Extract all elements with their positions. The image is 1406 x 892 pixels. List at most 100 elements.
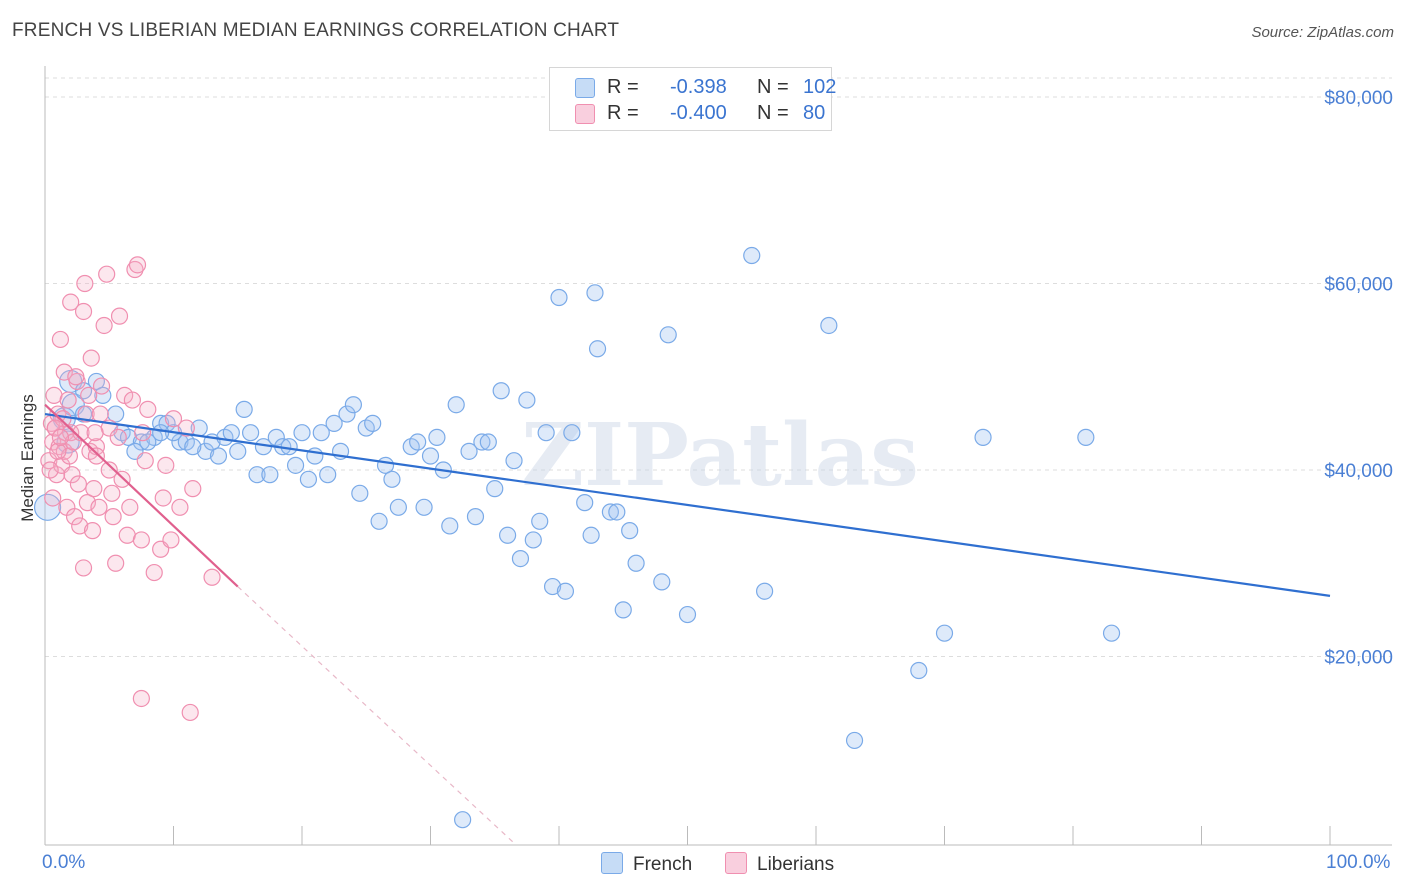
french-point	[653, 573, 671, 591]
liberians-point	[76, 274, 94, 293]
french-swatch	[575, 78, 595, 98]
liberians-point	[136, 452, 154, 470]
french-point	[1102, 624, 1121, 642]
chart-title: FRENCH VS LIBERIAN MEDIAN EARNINGS CORRE…	[12, 20, 620, 41]
liberians-trend-extension	[237, 586, 515, 844]
french-point	[518, 391, 536, 409]
x-tick-min: 0.0%	[42, 852, 86, 873]
french-point	[499, 526, 517, 544]
french-point	[486, 480, 504, 498]
liberians-point	[87, 447, 106, 465]
liberians-point	[103, 484, 121, 502]
bottom-legend-liberians-label: Liberians	[757, 854, 835, 875]
french-point	[286, 456, 305, 474]
liberians-point	[49, 442, 67, 460]
liberians-point	[123, 391, 141, 409]
french-point	[344, 396, 362, 414]
liberians-point	[80, 386, 98, 404]
y-tick-label: $80,000	[1324, 88, 1393, 109]
french-point	[370, 512, 388, 530]
french-point	[325, 414, 343, 432]
french-point	[312, 424, 330, 442]
liberians-point	[51, 428, 70, 446]
liberians-point	[59, 391, 77, 409]
liberians-point	[132, 531, 150, 549]
liberians-point	[162, 531, 180, 549]
y-tick-label: $20,000	[1324, 648, 1393, 669]
french-point	[74, 382, 93, 400]
french-trend-line	[44, 412, 1331, 597]
liberians-point	[44, 489, 62, 507]
legend-r-label: R =	[607, 76, 639, 98]
liberians-point	[51, 330, 70, 349]
liberians-point	[157, 456, 175, 474]
french-point	[415, 498, 433, 516]
french-point	[33, 493, 62, 521]
french-point	[537, 424, 555, 442]
french-point	[492, 382, 510, 400]
y-ticks: $20,000 $40,000 $60,000 $80,000	[1324, 88, 1393, 669]
liberians-point	[82, 349, 100, 367]
french-point	[383, 470, 401, 488]
liberians-point	[113, 470, 131, 488]
liberians-point	[184, 480, 202, 498]
liberians-point	[145, 563, 163, 582]
liberians-point	[74, 302, 93, 321]
french-point	[87, 372, 106, 391]
french-point	[755, 582, 774, 600]
y-tick-label: $60,000	[1324, 275, 1393, 296]
liberians-point	[164, 410, 183, 428]
liberians-point	[92, 377, 111, 395]
bottom-legend-liberians[interactable]: Liberians	[725, 852, 834, 876]
liberians-point	[100, 461, 118, 479]
french-point	[608, 503, 626, 521]
liberians-point	[65, 508, 84, 526]
french-point	[338, 405, 356, 423]
french-point	[621, 522, 639, 540]
french-series	[33, 246, 1121, 829]
french-point	[556, 582, 575, 600]
legend-r-label: R =	[607, 102, 639, 124]
french-point	[473, 433, 491, 451]
liberians-point	[77, 405, 95, 423]
french-point	[543, 577, 562, 596]
french-point	[222, 424, 240, 442]
french-point	[447, 396, 465, 414]
french-point	[261, 466, 279, 484]
liberians-swatch	[575, 104, 595, 124]
liberians-point	[177, 419, 195, 437]
liberians-point	[46, 419, 64, 437]
y-axis-label: Median Earnings	[18, 394, 37, 522]
watermark: ZIPatlas	[521, 405, 919, 506]
liberians-swatch	[725, 852, 747, 874]
liberians-point	[109, 428, 127, 446]
french-point	[845, 731, 864, 750]
french-point	[582, 526, 600, 544]
french-point	[466, 508, 485, 526]
liberians-point	[85, 480, 103, 498]
bottom-legend-french[interactable]: French	[601, 852, 692, 876]
french-point	[511, 549, 530, 568]
liberians-point	[72, 424, 90, 442]
french-point	[428, 428, 446, 446]
liberians-point	[128, 256, 147, 274]
french-point	[299, 470, 318, 488]
french-swatch	[601, 852, 623, 874]
french-point	[351, 484, 369, 502]
french-point	[659, 326, 677, 344]
liberians-point	[104, 508, 122, 526]
french-point	[229, 442, 247, 460]
y-tick-label: $40,000	[1324, 461, 1393, 482]
french-point	[441, 517, 459, 535]
french-point	[454, 811, 472, 829]
french-point	[550, 288, 568, 307]
liberians-point	[203, 568, 221, 586]
french-point	[248, 466, 266, 484]
french-point	[524, 531, 542, 549]
legend-r-value: -0.400	[670, 102, 727, 124]
french-point	[614, 601, 632, 619]
french-point	[319, 466, 337, 484]
axes	[44, 66, 1392, 846]
liberians-point	[139, 400, 157, 418]
liberians-point	[69, 475, 88, 493]
